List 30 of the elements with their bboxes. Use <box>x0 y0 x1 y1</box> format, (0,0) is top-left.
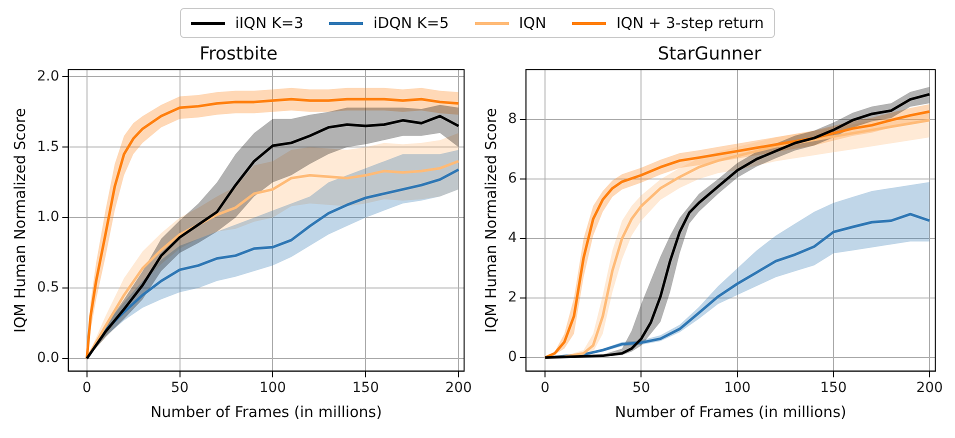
x-axis-title: Number of Frames (in millions) <box>614 402 846 421</box>
y-axis-title: IQM Human Normalized Score <box>10 108 29 333</box>
y-tick-label: 0 <box>508 349 517 366</box>
y-tick-label: 6 <box>508 170 517 187</box>
chart-title: StarGunner <box>658 43 762 64</box>
chart-title: Frostbite <box>199 43 278 64</box>
x-tick-label: 50 <box>170 380 189 396</box>
x-tick-label: 0 <box>82 380 92 396</box>
legend-label: IQN + 3-step return <box>616 14 764 32</box>
y-tick-label: 0.5 <box>37 280 60 296</box>
x-tick-label: 200 <box>445 380 472 396</box>
legend-label: IQN <box>518 14 546 32</box>
legend-label: iDQN K=5 <box>373 14 449 32</box>
y-tick-label: 2.0 <box>37 68 60 84</box>
x-tick-label: 200 <box>916 380 943 396</box>
y-tick-label: 4 <box>508 230 517 246</box>
x-tick-label: 0 <box>540 380 550 396</box>
x-tick-label: 50 <box>632 380 650 396</box>
x-tick-label: 150 <box>352 380 379 396</box>
legend-label: iIQN K=3 <box>235 14 304 32</box>
y-tick-label: 2 <box>508 290 517 306</box>
y-tick-label: 1.5 <box>37 138 60 155</box>
x-tick-label: 150 <box>820 380 847 396</box>
y-tick-label: 0.0 <box>37 350 60 366</box>
y-axis-title: IQM Human Normalized Score <box>482 108 500 333</box>
y-tick-label: 1.0 <box>37 209 60 226</box>
x-tick-label: 100 <box>259 380 286 396</box>
x-axis-title: Number of Frames (in millions) <box>150 402 382 421</box>
x-tick-label: 100 <box>724 380 751 396</box>
y-tick-label: 8 <box>508 111 517 128</box>
